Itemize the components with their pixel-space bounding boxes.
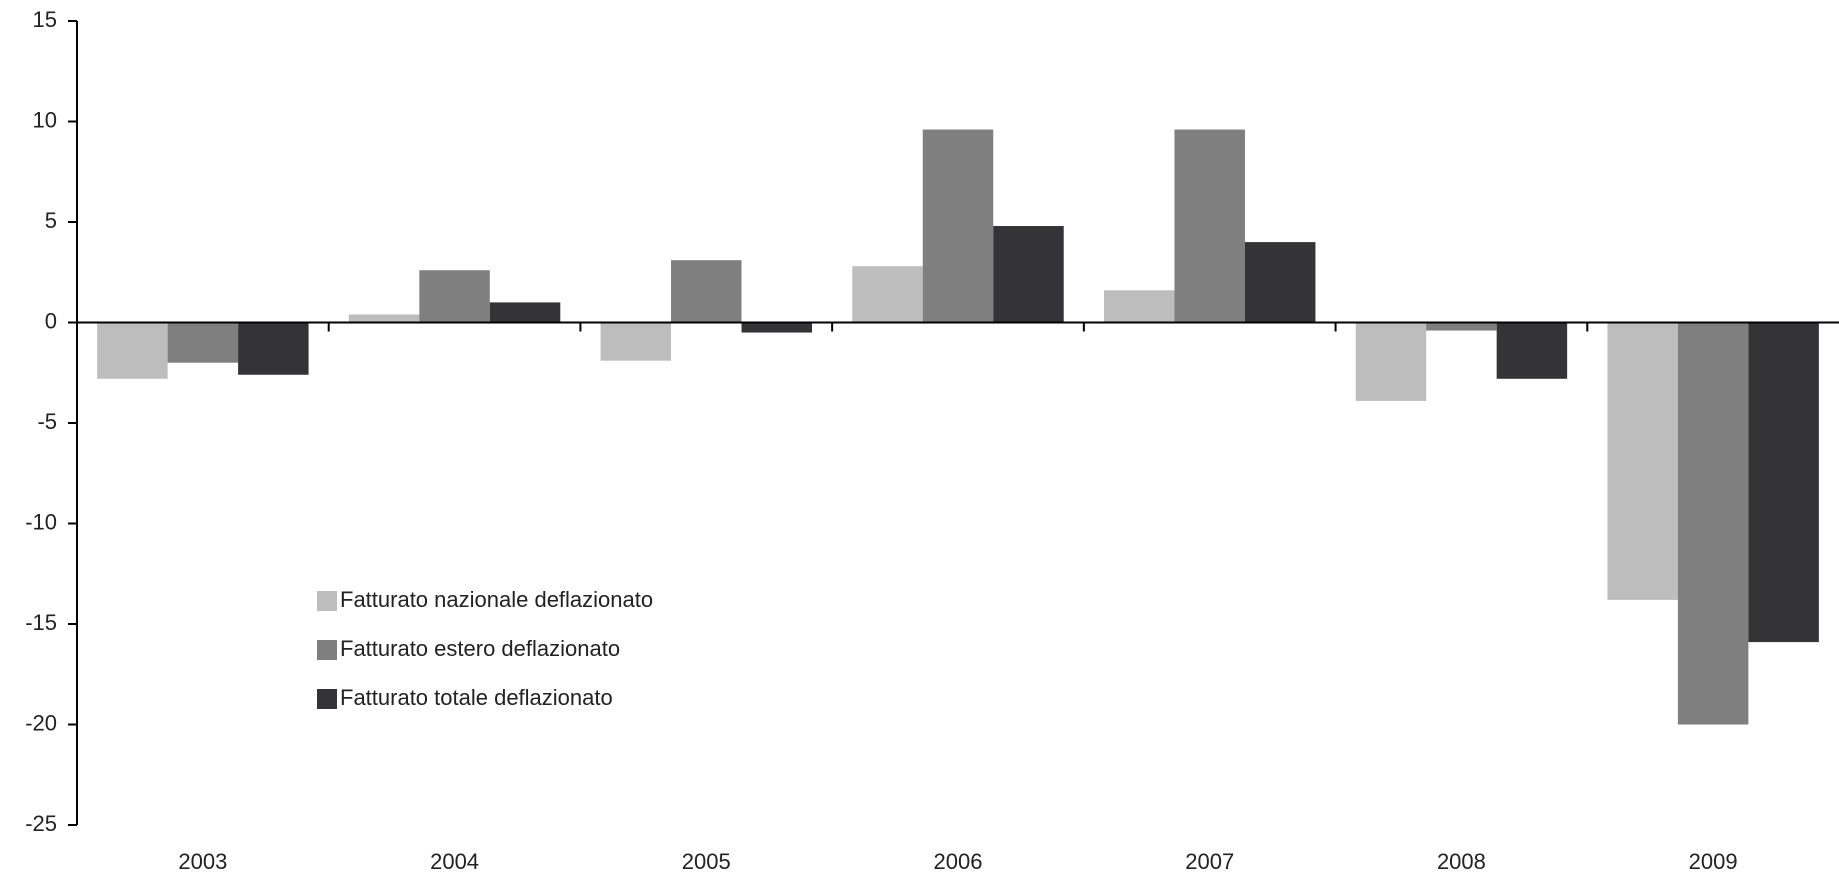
x-tick-label: 2007: [1185, 849, 1234, 874]
legend-swatch: [317, 591, 337, 611]
bar: [1103, 290, 1175, 323]
x-tick-label: 2004: [430, 849, 479, 874]
x-tick-label: 2008: [1437, 849, 1486, 874]
y-tick-label: 5: [45, 208, 57, 233]
bar: [419, 270, 490, 323]
bar: [1174, 129, 1245, 323]
bar: [852, 266, 923, 323]
bar: [1244, 242, 1316, 323]
bar: [167, 322, 239, 363]
bar: [993, 226, 1064, 323]
legend-label: Fatturato nazionale deflazionato: [340, 587, 653, 612]
x-tick-label: 2009: [1689, 849, 1738, 874]
y-tick-label: 0: [45, 308, 57, 333]
y-tick-label: -20: [25, 710, 57, 735]
legend-swatch: [317, 689, 337, 709]
bar: [1607, 322, 1678, 600]
bar: [1355, 322, 1427, 401]
y-tick-label: -15: [25, 610, 57, 635]
x-tick-label: 2006: [934, 849, 983, 874]
x-tick-label: 2005: [682, 849, 731, 874]
bar: [1748, 322, 1819, 643]
x-tick-label: 2003: [178, 849, 227, 874]
y-tick-label: -5: [37, 409, 57, 434]
bar: [741, 322, 813, 333]
y-tick-label: -10: [25, 509, 57, 534]
bar: [922, 129, 994, 323]
bar: [348, 314, 420, 323]
y-tick-label: 10: [33, 107, 57, 132]
bar: [489, 302, 561, 323]
y-tick-label: -25: [25, 811, 57, 836]
bar: [97, 322, 168, 379]
bar: [671, 260, 742, 323]
legend-swatch: [317, 640, 337, 660]
bar: [238, 322, 309, 375]
legend-label: Fatturato totale deflazionato: [340, 685, 613, 710]
legend-label: Fatturato estero deflazionato: [340, 636, 620, 661]
bar: [1496, 322, 1568, 379]
y-tick-label: 15: [33, 7, 57, 32]
bar: [1426, 322, 1497, 331]
bar: [1677, 322, 1749, 725]
bar: [600, 322, 672, 361]
